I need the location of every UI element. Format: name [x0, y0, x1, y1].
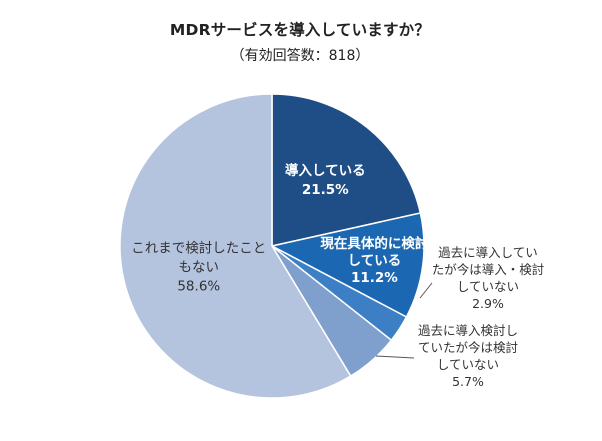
chart-title: MDRサービスを導入していますか？	[169, 21, 431, 39]
pie-labels: 導入している 21.5%現在具体的に検討している 11.2%過去に導入していたが今は…	[131, 162, 544, 389]
slice-value-5: 58.6%	[177, 278, 220, 294]
slice-label-line: 導入している	[285, 162, 366, 179]
pie-slices	[119, 93, 425, 399]
leader-line-3	[419, 282, 433, 299]
slice-label-line: もない	[179, 259, 220, 275]
slice-label-line: している	[348, 253, 402, 269]
chart-subtitle: （有効回答数：818）	[230, 48, 370, 64]
slice-label-line: ていたが今は検討	[418, 340, 518, 355]
slice-value-4: 5.7%	[452, 374, 484, 389]
slice-value-3: 2.9%	[472, 296, 504, 311]
slice-label-line: していない	[437, 357, 499, 372]
slice-label-line: これまで検討したこと	[131, 240, 266, 256]
slice-value-1: 21.5%	[302, 182, 349, 198]
pie-slice-2	[269, 212, 425, 318]
slice-label-2: 現在具体的に検討している 11.2%	[320, 235, 428, 286]
slice-label-line: 過去に導入してい	[438, 245, 538, 260]
slice-label-line: たが今は導入・検討	[432, 262, 545, 277]
pie-slice-5	[119, 93, 352, 399]
pie-slice-1	[271, 93, 422, 247]
slice-value-2: 11.2%	[351, 270, 398, 286]
slice-label-5: これまで検討したこともない 58.6%	[131, 240, 266, 294]
slice-label-line: 現在具体的に検討	[320, 235, 428, 252]
slice-label-line: していない	[457, 279, 519, 294]
leader-line-4	[375, 355, 415, 359]
slice-label-line: 過去に導入検討し	[418, 323, 518, 338]
slice-label-4: 過去に導入検討していたが今は検討していない 5.7%	[418, 323, 518, 389]
slice-label-1: 導入している 21.5%	[285, 162, 366, 198]
slice-label-3: 過去に導入していたが今は導入・検討していない 2.9%	[432, 245, 545, 311]
